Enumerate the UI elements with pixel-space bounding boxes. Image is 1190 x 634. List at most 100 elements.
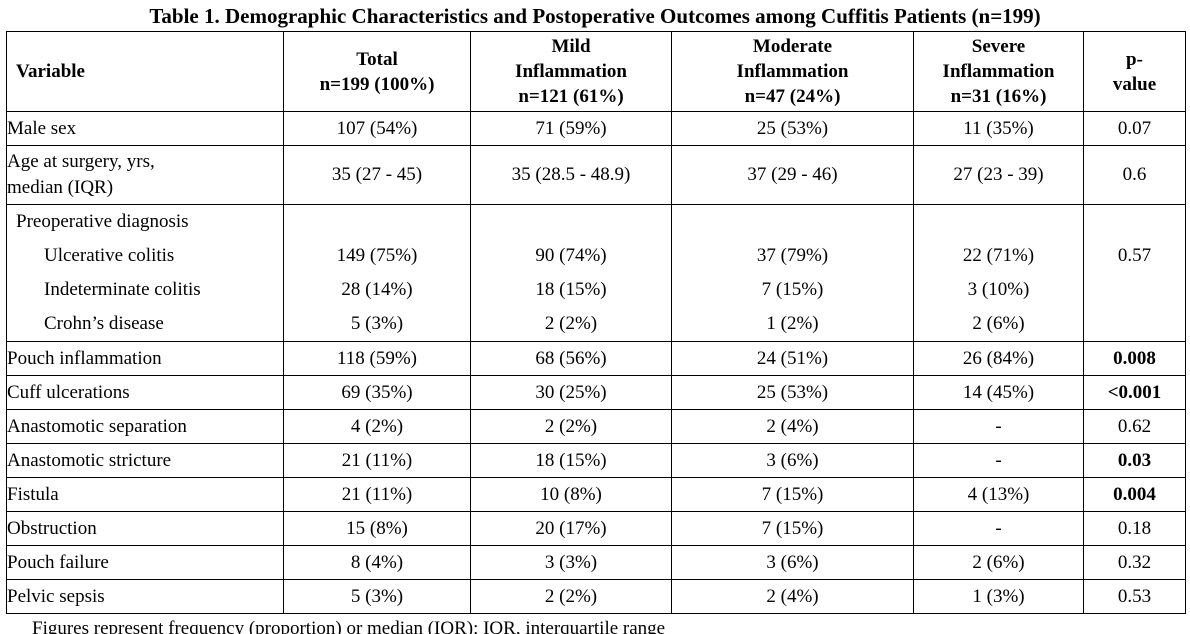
cell-value: 2 (4%) bbox=[671, 579, 914, 614]
sub-row-value: 18 (15%) bbox=[535, 279, 607, 300]
table-row: Pelvic sepsis 5 (3%) 2 (2%) 2 (4%) 1 (3%) 0.5… bbox=[6, 579, 1186, 614]
table-row: Anastomotic stricture 21 (11%) 18 (15%) 3 (… bbox=[6, 443, 1186, 478]
sub-row-value: 2 (2%) bbox=[544, 313, 598, 334]
sub-row-value: 3 (10%) bbox=[967, 279, 1030, 300]
demographics-table: Variable Total n=199 (100%) Mild Inflammat… bbox=[6, 31, 1186, 614]
table-row: Cuff ulcerations 69 (35%) 30 (25%) 25 (53%)… bbox=[6, 375, 1186, 410]
table-row: Anastomotic separation 4 (2%) 2 (2%) 2 (4%)… bbox=[6, 409, 1186, 444]
row-label: Pouch failure bbox=[6, 545, 284, 580]
cell-value: 71 (59%) bbox=[470, 111, 672, 146]
cell-value: 22 (71%) 3 (10%) 2 (6%) bbox=[913, 204, 1084, 342]
cell-value: 2 (2%) bbox=[470, 409, 672, 444]
sub-row-value: 22 (71%) bbox=[962, 245, 1035, 266]
table-title: Table 1. Demographic Characteristics and… bbox=[149, 4, 1041, 28]
cell-value: 25 (53%) bbox=[671, 111, 914, 146]
p-value: 0.57 bbox=[1083, 204, 1186, 342]
sub-row-value: 2 (6%) bbox=[972, 313, 1025, 334]
header-cell-severe: Severe Inflammation n=31 (16%) bbox=[913, 31, 1084, 112]
row-label: Preoperative diagnosis Ulcerative colitis… bbox=[6, 204, 284, 342]
sub-row-label: Indeterminate colitis bbox=[44, 279, 201, 300]
cell-value: 3 (6%) bbox=[671, 443, 914, 478]
sub-row-label: Ulcerative colitis bbox=[44, 245, 175, 266]
cell-value: 69 (35%) bbox=[283, 375, 471, 410]
row-label: Age at surgery, yrs, median (IQR) bbox=[6, 145, 284, 205]
table-row: Fistula 21 (11%) 10 (8%) 7 (15%) 4 (13%) 0.00… bbox=[6, 477, 1186, 512]
sub-row-value: 7 (15%) bbox=[761, 279, 824, 300]
table-body: Male sex 107 (54%) 71 (59%) 25 (53%) 11 (35%… bbox=[6, 111, 1186, 614]
p-value: 0.07 bbox=[1083, 111, 1186, 146]
cell-value: 14 (45%) bbox=[913, 375, 1084, 410]
header-cell-variable: Variable bbox=[6, 31, 284, 112]
header-cell-moderate: Moderate Inflammation n=47 (24%) bbox=[671, 31, 914, 112]
p-value: 0.6 bbox=[1083, 145, 1186, 205]
sub-row-label: Crohn’s disease bbox=[44, 313, 164, 334]
sub-row-value: 1 (2%) bbox=[766, 313, 819, 334]
row-label: Fistula bbox=[6, 477, 284, 512]
cell-value: 68 (56%) bbox=[470, 341, 672, 376]
row-label: Anastomotic separation bbox=[6, 409, 284, 444]
p-value: 0.62 bbox=[1083, 409, 1186, 444]
p-value: 0.03 bbox=[1083, 443, 1186, 478]
cell-value: 90 (74%) 18 (15%) 2 (2%) bbox=[470, 204, 672, 342]
sub-row-value: 28 (14%) bbox=[341, 279, 413, 300]
p-value: 0.008 bbox=[1083, 341, 1186, 376]
header-cell-mild: Mild Inflammation n=121 (61%) bbox=[470, 31, 672, 112]
cell-value: 15 (8%) bbox=[283, 511, 471, 546]
sub-row-value: 37 (79%) bbox=[756, 245, 829, 266]
cell-value: 149 (75%) 28 (14%) 5 (3%) bbox=[283, 204, 471, 342]
cell-value: - bbox=[913, 443, 1084, 478]
p-value: <0.001 bbox=[1083, 375, 1186, 410]
cell-value: 20 (17%) bbox=[470, 511, 672, 546]
header-row: Variable Total n=199 (100%) Mild Inflammat… bbox=[6, 31, 1186, 112]
cell-value: 26 (84%) bbox=[913, 341, 1084, 376]
cell-value: 30 (25%) bbox=[470, 375, 672, 410]
cell-value: 10 (8%) bbox=[470, 477, 672, 512]
cell-value: 11 (35%) bbox=[913, 111, 1084, 146]
table-row: Obstruction 15 (8%) 20 (17%) 7 (15%) -0.18 bbox=[6, 511, 1186, 546]
footnote: Figures represent frequency (proportion)… bbox=[32, 618, 666, 634]
cell-value: 21 (11%) bbox=[283, 477, 471, 512]
sub-row-value: 5 (3%) bbox=[350, 313, 404, 334]
cell-value: - bbox=[913, 511, 1084, 546]
table-row: Male sex 107 (54%) 71 (59%) 25 (53%) 11 (35%… bbox=[6, 111, 1186, 146]
cell-value: 3 (6%) bbox=[671, 545, 914, 580]
cell-value: 27 (23 - 39) bbox=[913, 145, 1084, 205]
cell-value: 2 (2%) bbox=[470, 579, 672, 614]
row-label: Obstruction bbox=[6, 511, 284, 546]
sub-row-value: 90 (74%) bbox=[535, 245, 607, 266]
p-value: 0.18 bbox=[1083, 511, 1186, 546]
p-value: 0.53 bbox=[1083, 579, 1186, 614]
cell-value: 2 (4%) bbox=[671, 409, 914, 444]
cell-value: 107 (54%) bbox=[283, 111, 471, 146]
cell-value: 24 (51%) bbox=[671, 341, 914, 376]
table-row: Pouch failure 8 (4%) 3 (3%) 3 (6%) 2 (6%) 0.3… bbox=[6, 545, 1186, 580]
p-value: 0.004 bbox=[1083, 477, 1186, 512]
table-row: Pouch inflammation 118 (59%) 68 (56%) 24 (5… bbox=[6, 341, 1186, 376]
row-label: Pouch inflammation bbox=[6, 341, 284, 376]
cell-value: 1 (3%) bbox=[913, 579, 1084, 614]
cell-value: 2 (6%) bbox=[913, 545, 1084, 580]
cell-value: 3 (3%) bbox=[470, 545, 672, 580]
cell-value: 7 (15%) bbox=[671, 477, 914, 512]
cell-value: 118 (59%) bbox=[283, 341, 471, 376]
table-row: Preoperative diagnosis Ulcerative colitis… bbox=[6, 204, 1186, 342]
cell-value: 37 (79%) 7 (15%) 1 (2%) bbox=[671, 204, 914, 342]
row-label: Cuff ulcerations bbox=[6, 375, 284, 410]
cell-value: 7 (15%) bbox=[671, 511, 914, 546]
sub-row-value: 149 (75%) bbox=[336, 245, 418, 266]
cell-value: 37 (29 - 46) bbox=[671, 145, 914, 205]
cell-value: 5 (3%) bbox=[283, 579, 471, 614]
header-cell-total: Total n=199 (100%) bbox=[283, 31, 471, 112]
row-label: Male sex bbox=[6, 111, 284, 146]
header-cell-p-value: p- value bbox=[1083, 31, 1186, 112]
table-row: Age at surgery, yrs, median (IQR) 35 (27 … bbox=[6, 145, 1186, 205]
group-label: Preoperative diagnosis bbox=[16, 211, 189, 232]
cell-value: 25 (53%) bbox=[671, 375, 914, 410]
cell-value: 4 (13%) bbox=[913, 477, 1084, 512]
cell-value: - bbox=[913, 409, 1084, 444]
row-label: Pelvic sepsis bbox=[6, 579, 284, 614]
cell-value: 8 (4%) bbox=[283, 545, 471, 580]
cell-value: 35 (27 - 45) bbox=[283, 145, 471, 205]
cell-value: 4 (2%) bbox=[283, 409, 471, 444]
cell-value: 35 (28.5 - 48.9) bbox=[470, 145, 672, 205]
